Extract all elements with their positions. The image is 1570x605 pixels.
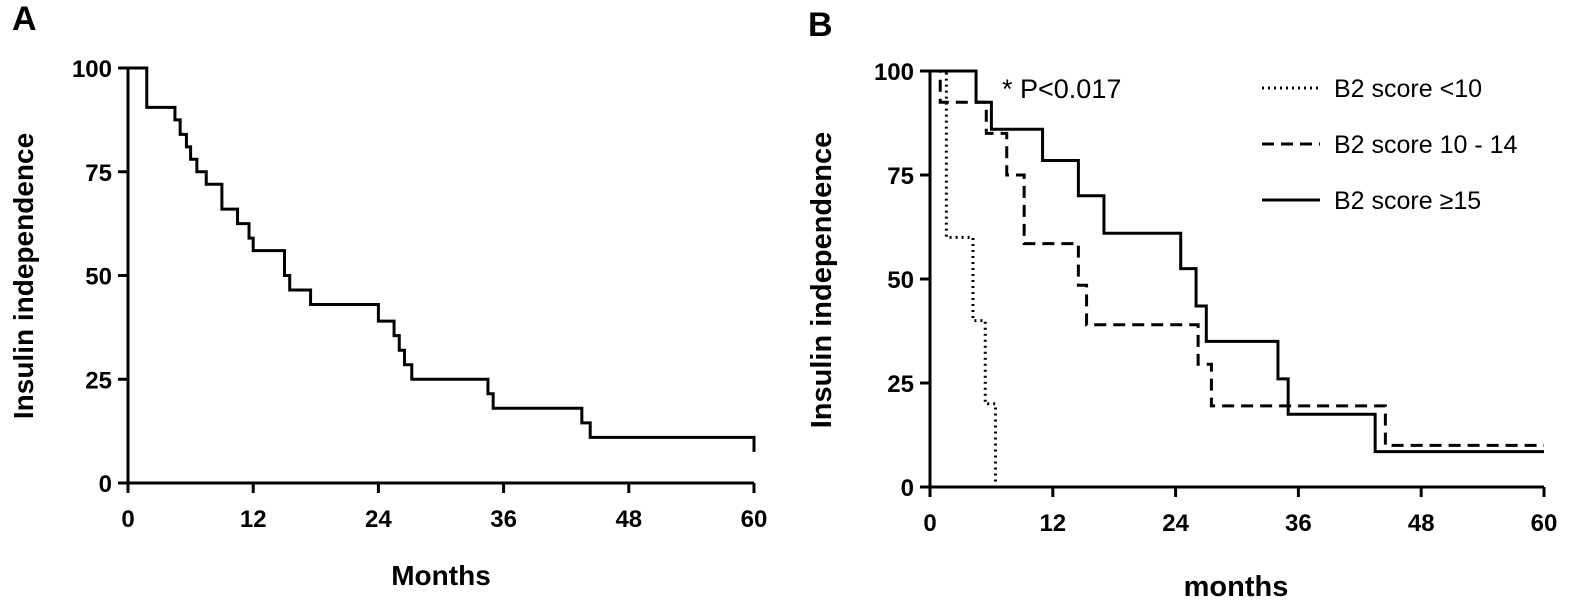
panel-b-y-tick-label: 100 [874,59,914,86]
panel-a-x-tick-label: 36 [490,506,517,533]
panel-b-series-solid-line [930,69,1544,454]
panel-a-y-tick-label: 100 [72,56,112,83]
panel-b-x-tick-label: 12 [1039,510,1066,537]
panel-a-x-tick-label: 60 [741,506,768,533]
panel-b-x-tick-label: 60 [1531,510,1558,537]
panel-b-x-tick-label: 48 [1408,510,1435,537]
legend-label-dotted: B2 score <10 [1334,75,1482,103]
panel-a-y-tick-label: 50 [85,264,112,291]
panel-b-y-tick-label: 75 [887,163,914,190]
panel-b-y-tick-label: 0 [901,475,914,502]
panel-a-y-tick-label: 75 [85,160,112,187]
panel-a-y-tick-label: 25 [85,367,112,394]
legend: B2 score <10 B2 score 10 - 14 B2 score ≥… [1262,75,1518,215]
panel-b-letter: B [808,6,833,44]
panel-a-y-axis-title: Insulin independence [8,133,39,419]
panel-a-x-tick-label: 48 [615,506,642,533]
legend-label-dashed: B2 score 10 - 14 [1334,131,1518,159]
panel-a-y-tick-label: 0 [99,471,112,498]
panel-a-x-axis-title: Months [391,560,491,591]
significance-annotation: * P<0.017 [1002,74,1121,104]
panel-a-letter: A [12,0,37,38]
panel-b-y-tick-label: 25 [887,371,914,398]
panel-a-x-tick-label: 0 [121,506,134,533]
panel-b-x-axis-title: months [1184,571,1289,603]
panel-a-x-tick-label: 24 [365,506,392,533]
panel-b-y-axis-title: Insulin independence [806,132,838,429]
legend-label-solid: B2 score ≥15 [1334,187,1481,215]
panel-a-series-solid-line [128,66,756,452]
panel-b-x-tick-label: 24 [1162,510,1189,537]
panel-b-series-dashed-line [930,69,1544,447]
panel-a-x-tick-label: 12 [240,506,267,533]
panel-b-chart: 0 12 24 36 48 60 0 25 50 75 100 [874,59,1557,537]
panel-b-x-tick-label: 0 [923,510,936,537]
panel-b-y-tick-label: 50 [887,267,914,294]
panel-a-chart: 0 12 24 36 48 60 0 25 50 75 100 [72,56,767,533]
panel-b-x-tick-label: 36 [1285,510,1312,537]
